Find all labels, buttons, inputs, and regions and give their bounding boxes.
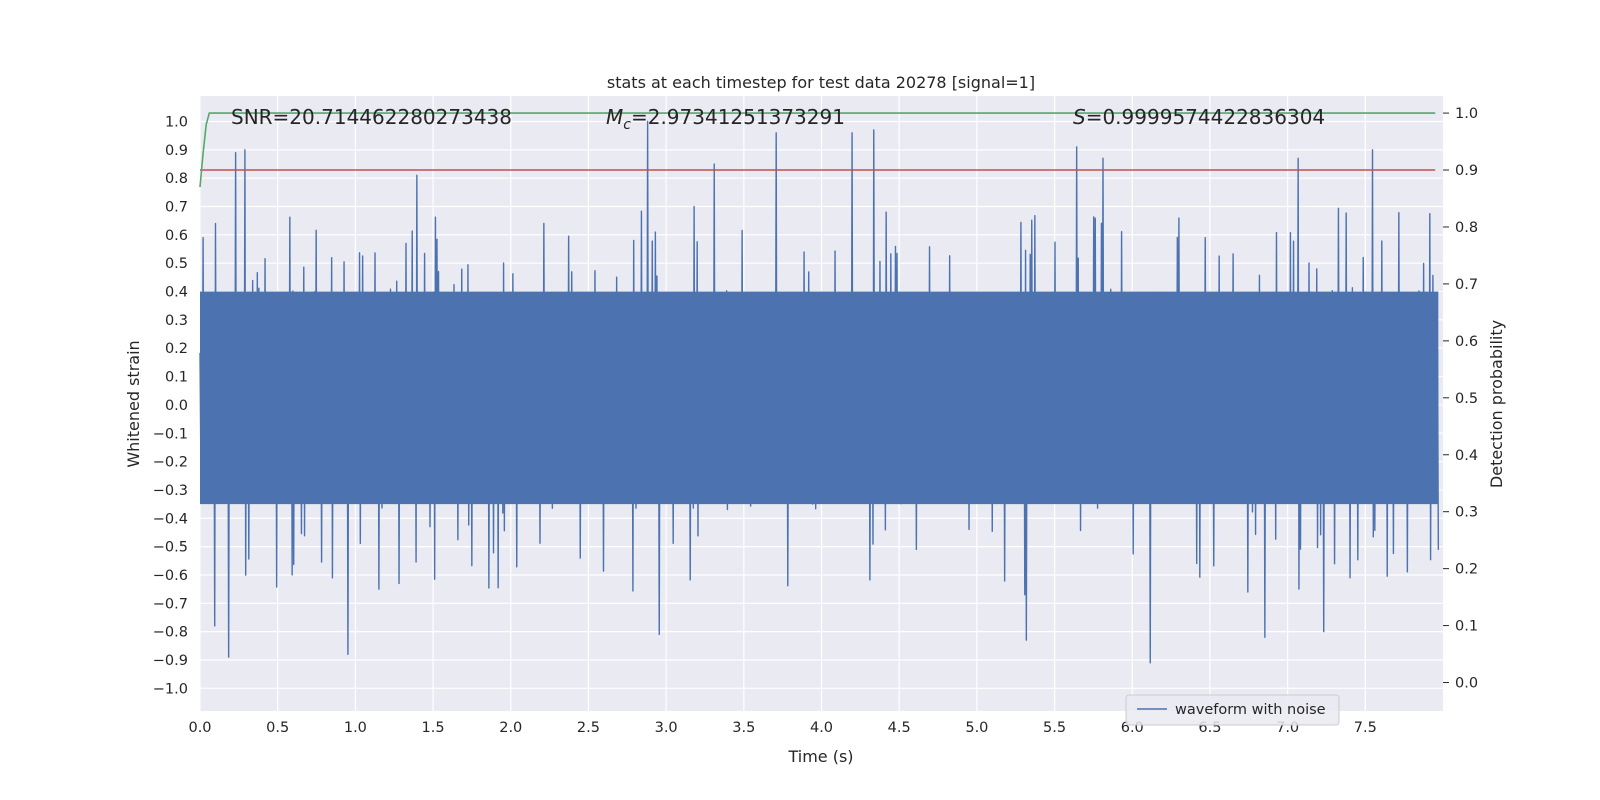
y-tick-label: −0.4	[153, 511, 188, 527]
chirp-mass-symbol: M	[606, 105, 623, 129]
y-right-tick-label: 0.8	[1455, 220, 1478, 236]
snr-annotation: SNR=20.714462280273438	[231, 105, 512, 129]
x-tick-label: 2.0	[499, 720, 522, 736]
x-tick-label: 7.5	[1354, 720, 1377, 736]
y-tick-label: −0.7	[153, 596, 188, 612]
y-tick-label: 0.8	[165, 171, 188, 187]
y-axis-right-label: Detection probability	[1487, 320, 1506, 488]
y-axis-right-ticks: 1.0 0.9 0.8 0.7 0.6 0.5 0.4 0.3 0.2 0.1 0.0	[1443, 106, 1478, 692]
chirp-mass-value: =2.97341251373291	[631, 105, 845, 129]
probability-line	[199, 112, 1436, 188]
y-tick-label: −0.2	[153, 455, 188, 471]
legend: waveform with noise	[1125, 694, 1340, 726]
score-symbol: S	[1073, 105, 1086, 129]
y-tick-label: 0.1	[165, 370, 188, 386]
y-tick-label: 0.0	[165, 398, 188, 414]
y-axis-left-ticks: 1.0 0.9 0.8 0.7 0.6 0.5 0.4 0.3 0.2 0.1 0.0 −0.1 −0.…	[153, 115, 188, 698]
x-tick-label: 1.5	[422, 720, 445, 736]
y-tick-label: 0.5	[165, 256, 188, 272]
y-tick-label: 0.4	[165, 285, 188, 301]
x-tick-label: 5.5	[1043, 720, 1066, 736]
x-tick-label: 2.5	[577, 720, 600, 736]
y-right-tick-label: 0.9	[1455, 163, 1478, 179]
legend-label-waveform: waveform with noise	[1175, 702, 1326, 718]
chirp-mass-subscript: c	[623, 117, 631, 133]
x-tick-label: 1.0	[344, 720, 367, 736]
y-tick-label: −0.5	[153, 540, 188, 556]
x-tick-label: 3.0	[655, 720, 678, 736]
y-right-tick-label: 0.6	[1455, 334, 1478, 350]
x-tick-label: 0.0	[188, 720, 211, 736]
y-tick-label: 0.3	[165, 313, 188, 329]
x-tick-label: 4.0	[810, 720, 833, 736]
x-axis-label: Time (s)	[787, 747, 853, 766]
y-right-tick-label: 1.0	[1455, 106, 1478, 122]
chirp-mass-annotation: Mc=2.97341251373291	[606, 105, 845, 133]
y-tick-label: −1.0	[153, 681, 188, 697]
score-annotation: S=0.9999574422836304	[1073, 105, 1325, 129]
series-probability	[199, 112, 1436, 188]
y-right-tick-label: 0.5	[1455, 391, 1478, 407]
y-tick-label: −0.8	[153, 625, 188, 641]
series-waveform	[199, 120, 1440, 664]
y-right-tick-label: 0.2	[1455, 562, 1478, 578]
y-axis-label: Whitened strain	[124, 340, 143, 467]
y-tick-label: 1.0	[165, 115, 188, 131]
legend-box	[1125, 694, 1340, 726]
score-value: =0.9999574422836304	[1086, 105, 1325, 129]
x-tick-label: 4.5	[888, 720, 911, 736]
x-tick-label: 3.5	[732, 720, 755, 736]
y-right-tick-label: 0.0	[1455, 676, 1478, 692]
y-tick-label: 0.2	[165, 341, 188, 357]
y-right-tick-label: 0.4	[1455, 448, 1478, 464]
chart-title: stats at each timestep for test data 202…	[607, 73, 1035, 92]
y-tick-label: −0.9	[153, 653, 188, 669]
y-right-tick-label: 0.1	[1455, 619, 1478, 635]
x-tick-label: 0.5	[266, 720, 289, 736]
y-tick-label: −0.6	[153, 568, 188, 584]
y-tick-label: 0.7	[165, 200, 188, 216]
y-tick-label: 0.6	[165, 228, 188, 244]
x-tick-label: 5.0	[965, 720, 988, 736]
y-tick-label: 0.9	[165, 143, 188, 159]
y-right-tick-label: 0.3	[1455, 505, 1478, 521]
y-right-tick-label: 0.7	[1455, 277, 1478, 293]
y-tick-label: −0.1	[153, 426, 188, 442]
y-tick-label: −0.3	[153, 483, 188, 499]
waveform-line	[199, 120, 1440, 664]
